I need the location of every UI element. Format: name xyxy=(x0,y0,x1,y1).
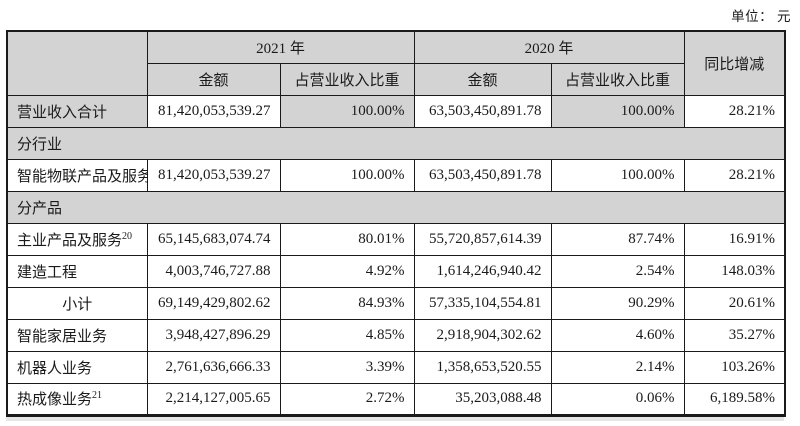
year-2020-header: 2020 年 xyxy=(413,30,685,64)
amount-2020-cell: 55,720,857,614.39 xyxy=(413,222,552,256)
share-2020-header: 占营业收入比重 xyxy=(550,62,685,96)
share-2021-cell: 2.72% xyxy=(279,382,415,416)
table-row-smart-home: 智能家居业务 3,948,427,896.29 4.85% 2,918,904,… xyxy=(6,318,786,352)
share-2021-cell: 84.93% xyxy=(279,286,415,320)
yoy-cell: 20.61% xyxy=(683,286,786,320)
share-2021-header: 占营业收入比重 xyxy=(279,62,415,96)
amount-2021-cell: 2,214,127,005.65 xyxy=(146,382,281,416)
amount-2020-cell: 63,503,450,891.78 xyxy=(413,94,552,128)
year-2021-header: 2021 年 xyxy=(146,30,415,64)
table-row-robotics: 机器人业务 2,761,636,666.33 3.39% 1,358,653,5… xyxy=(6,350,786,384)
revenue-breakdown-table: 2021 年 2020 年 同比增减 金额 占营业收入比重 金额 占营业收入比重… xyxy=(6,30,787,417)
amount-2020-cell: 57,335,104,554.81 xyxy=(413,286,552,320)
share-2021-cell: 3.39% xyxy=(279,350,415,384)
amount-2020-cell: 63,503,450,891.78 xyxy=(413,158,552,192)
row-label-text: 热成像业务 xyxy=(17,392,93,408)
table-row-subtotal: 小计 69,149,429,802.62 84.93% 57,335,104,5… xyxy=(6,286,786,320)
section-label: 分产品 xyxy=(6,190,786,224)
amount-2021-cell: 69,149,429,802.62 xyxy=(146,286,281,320)
amount-2021-cell: 81,420,053,539.27 xyxy=(146,94,281,128)
row-label: 小计 xyxy=(6,286,148,320)
share-2021-cell: 100.00% xyxy=(279,158,415,192)
yoy-cell: 103.26% xyxy=(683,350,786,384)
corner-cell xyxy=(6,30,148,96)
row-label: 智能家居业务 xyxy=(6,318,148,352)
table-row-total-revenue: 营业收入合计 81,420,053,539.27 100.00% 63,503,… xyxy=(6,94,786,128)
share-2020-cell: 87.74% xyxy=(550,222,685,256)
header-row-years: 2021 年 2020 年 同比增减 xyxy=(6,30,786,96)
footnote-marker: 20 xyxy=(122,230,133,242)
amount-2021-cell: 4,003,746,727.88 xyxy=(146,254,281,288)
yoy-header: 同比增减 xyxy=(683,30,786,96)
amount-2020-cell: 2,918,904,302.62 xyxy=(413,318,552,352)
share-2020-cell: 2.14% xyxy=(550,350,685,384)
amount-2021-cell: 65,145,683,074.74 xyxy=(146,222,281,256)
section-label: 分行业 xyxy=(6,126,786,160)
header-row-measures: 金额 占营业收入比重 金额 占营业收入比重 xyxy=(7,62,785,96)
amount-2020-cell: 1,358,653,520.55 xyxy=(413,350,552,384)
amount-2020-cell: 35,203,088.48 xyxy=(413,382,552,416)
share-2021-cell: 80.01% xyxy=(279,222,415,256)
yoy-cell: 28.21% xyxy=(683,94,786,128)
share-2020-cell: 100.00% xyxy=(550,94,685,128)
share-2020-cell: 0.06% xyxy=(550,382,685,416)
table-row-thermal-imaging: 热成像业务21 2,214,127,005.65 2.72% 35,203,08… xyxy=(6,382,786,416)
row-label: 机器人业务 xyxy=(6,350,148,384)
row-label: 热成像业务21 xyxy=(6,382,148,416)
row-label: 营业收入合计 xyxy=(6,94,148,128)
row-label-text: 主业产品及服务 xyxy=(17,232,123,249)
amount-2021-header: 金额 xyxy=(146,62,281,96)
page-bottom-shadow xyxy=(6,417,784,421)
amount-2021-cell: 3,948,427,896.29 xyxy=(146,318,281,352)
share-2021-cell: 100.00% xyxy=(279,94,415,128)
unit-label: 单位： 元 xyxy=(731,9,791,24)
yoy-cell: 148.03% xyxy=(683,254,786,288)
share-2020-cell: 100.00% xyxy=(550,158,685,192)
share-2020-cell: 90.29% xyxy=(550,286,685,320)
table-row-main-products: 主业产品及服务20 65,145,683,074.74 80.01% 55,72… xyxy=(6,222,786,256)
yoy-cell: 28.21% xyxy=(683,158,786,192)
section-row-by-industry: 分行业 xyxy=(6,126,786,160)
row-label: 主业产品及服务20 xyxy=(6,222,148,256)
section-row-by-product: 分产品 xyxy=(6,190,786,224)
share-2021-cell: 4.92% xyxy=(279,254,415,288)
yoy-cell: 35.27% xyxy=(683,318,786,352)
table-header: 2021 年 2020 年 同比增减 金额 占营业收入比重 金额 占营业收入比重 xyxy=(6,30,786,96)
amount-2021-cell: 81,420,053,539.27 xyxy=(146,158,281,192)
table-row-aiot-products: 智能物联产品及服务 81,420,053,539.27 100.00% 63,5… xyxy=(6,158,786,192)
share-2020-cell: 2.54% xyxy=(550,254,685,288)
table-row-construction: 建造工程 4,003,746,727.88 4.92% 1,614,246,94… xyxy=(6,254,786,288)
amount-2021-cell: 2,761,636,666.33 xyxy=(146,350,281,384)
row-label: 智能物联产品及服务 xyxy=(6,158,148,192)
row-label: 建造工程 xyxy=(6,254,148,288)
amount-2020-header: 金额 xyxy=(413,62,552,96)
footnote-marker: 21 xyxy=(92,390,103,401)
share-2020-cell: 4.60% xyxy=(550,318,685,352)
yoy-cell: 16.91% xyxy=(683,222,786,256)
amount-2020-cell: 1,614,246,940.42 xyxy=(413,254,552,288)
yoy-cell: 6,189.58% xyxy=(683,382,786,416)
share-2021-cell: 4.85% xyxy=(279,318,415,352)
